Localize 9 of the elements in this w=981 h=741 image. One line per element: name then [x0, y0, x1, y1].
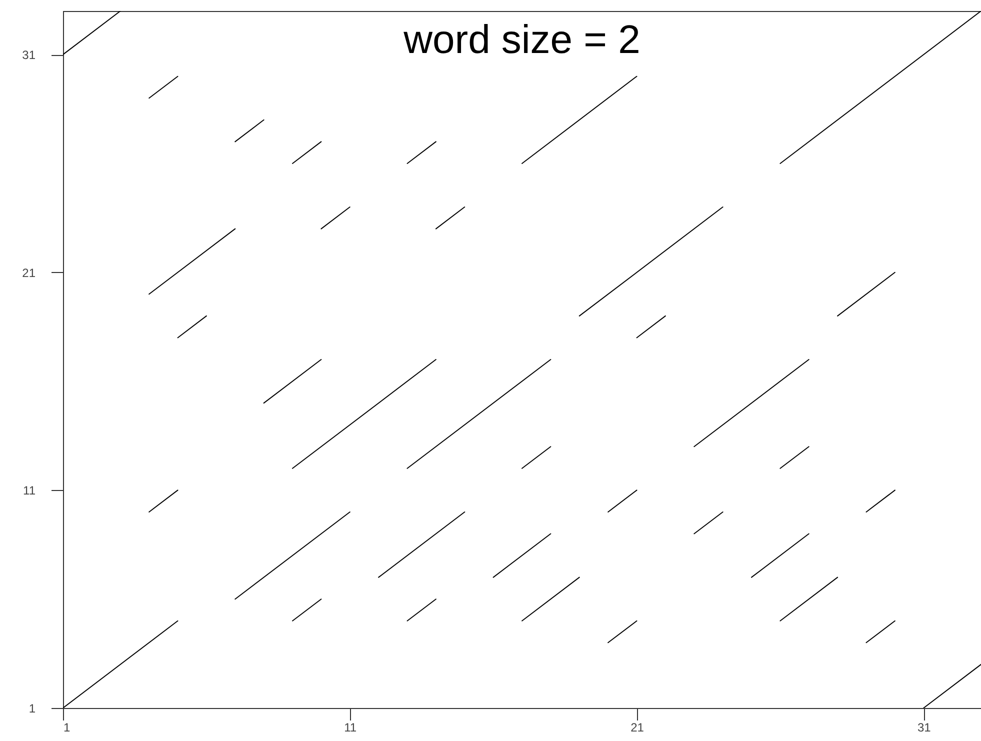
chart-title: word size = 2 [402, 18, 640, 62]
x-tick-label: 11 [344, 720, 357, 734]
y-tick-label: 31 [22, 48, 36, 62]
x-tick-label: 31 [917, 720, 932, 734]
y-tick-label: 1 [28, 702, 36, 716]
y-tick-label: 11 [23, 484, 36, 498]
y-tick-label: 21 [22, 266, 36, 280]
x-tick-label: 1 [64, 720, 70, 734]
x-tick-label: 21 [630, 720, 644, 734]
